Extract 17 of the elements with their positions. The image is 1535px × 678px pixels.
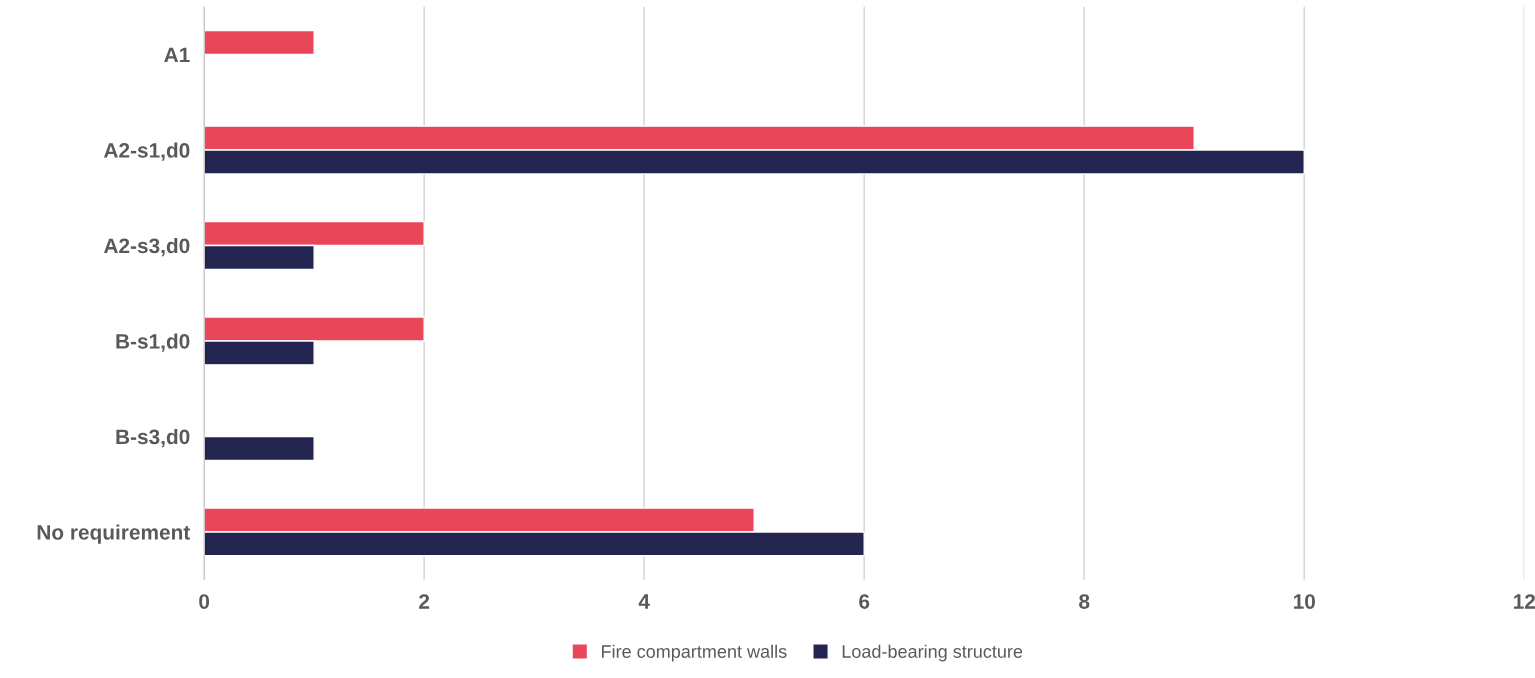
y-tick-label: A1 xyxy=(164,47,190,63)
x-tick-label: 10 xyxy=(1293,594,1315,609)
x-tick-label: 2 xyxy=(419,594,430,609)
y-tick-label: A2-s3,d0 xyxy=(103,237,190,257)
bar xyxy=(204,29,315,56)
y-tick-label: B-s1,d0 xyxy=(116,333,190,352)
x-tick-label: 4 xyxy=(638,594,650,609)
legend-label: Fire compartment walls xyxy=(602,644,787,662)
y-tick-label: B-s3,d0 xyxy=(116,428,190,448)
x-tick-label: 0 xyxy=(199,594,210,609)
y-tick-label: No requirement xyxy=(37,524,191,544)
legend-label: Load-bearing structure xyxy=(842,644,1023,662)
y-tick-label: A2-s1,d0 xyxy=(103,142,190,161)
x-tick-label: 6 xyxy=(859,594,870,609)
x-tick-label: 8 xyxy=(1079,594,1090,609)
bar xyxy=(204,435,315,462)
x-tick-label: 12 xyxy=(1513,594,1535,609)
